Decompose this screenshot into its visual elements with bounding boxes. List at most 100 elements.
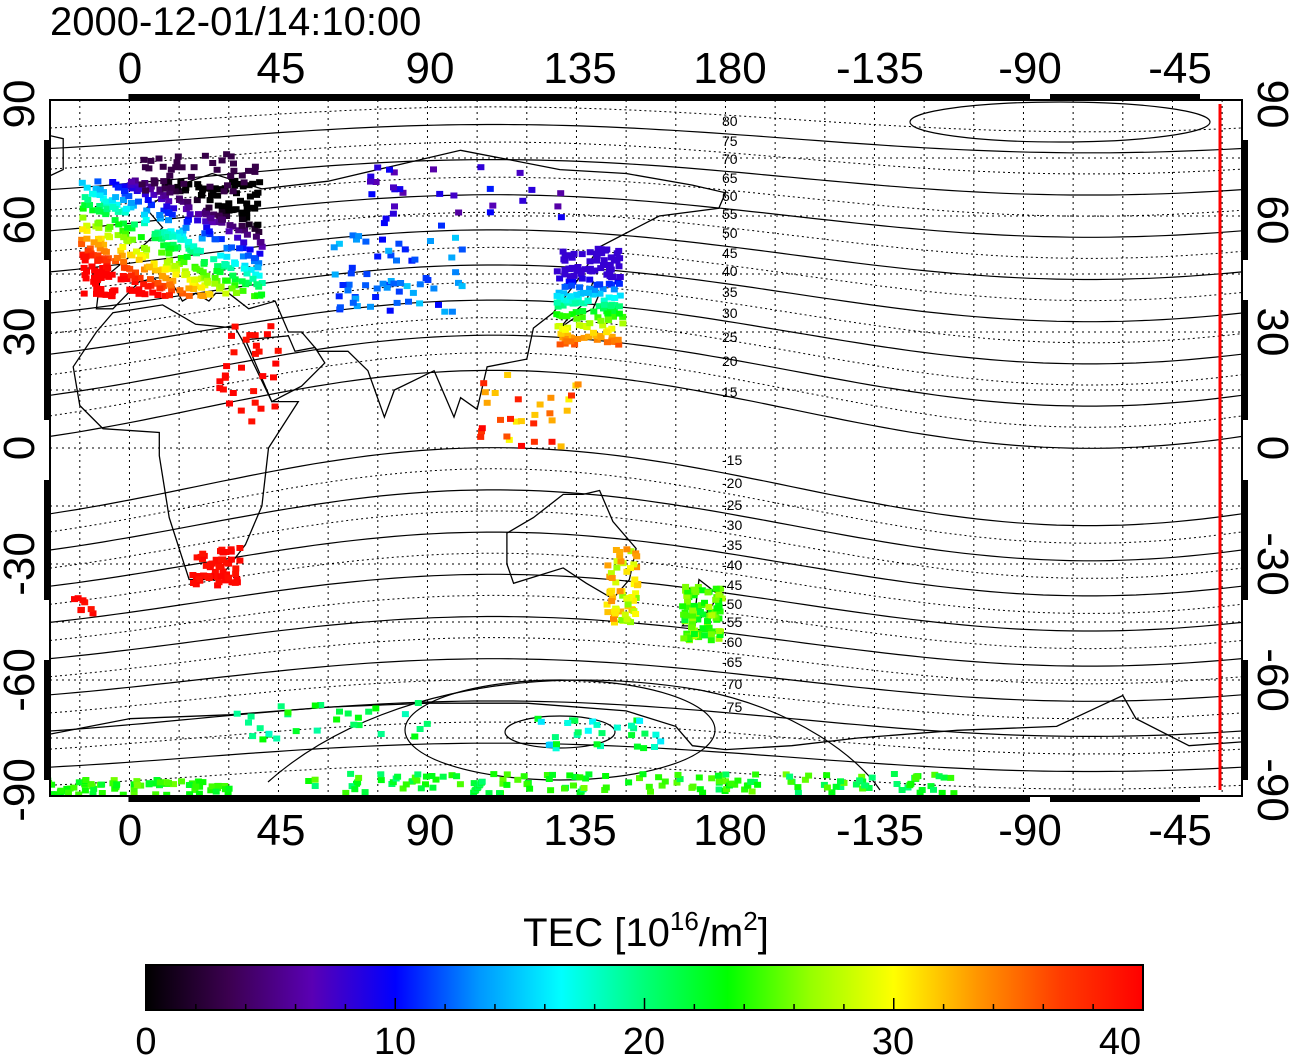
tec-point: [390, 169, 398, 176]
tec-point: [100, 257, 107, 264]
tec-point: [589, 718, 597, 725]
tec-point: [248, 418, 256, 425]
tec-point: [608, 325, 616, 332]
tec-point: [363, 271, 371, 278]
tec-point: [530, 438, 538, 445]
tec-point: [242, 336, 250, 343]
tec-point: [170, 205, 178, 212]
tec-point: [236, 557, 244, 564]
tec-point: [192, 783, 200, 790]
tec-point: [87, 606, 95, 613]
right-latitude-axis: 90 60 30 0 -30 -60 -90: [1248, 80, 1292, 822]
tec-point: [554, 323, 562, 330]
tec-point: [159, 163, 167, 170]
colorbar-title-prefix: TEC [10: [523, 911, 670, 955]
tec-point: [580, 300, 588, 307]
tec-point: [292, 728, 300, 735]
tec-point: [907, 780, 915, 787]
tec-point: [722, 771, 730, 778]
tec-point: [219, 386, 227, 393]
tec-point: [623, 616, 631, 623]
mlat-contour: [50, 763, 1242, 790]
tec-point: [585, 771, 593, 778]
tec-point: [401, 246, 409, 253]
tec-point: [226, 400, 233, 407]
tec-point: [705, 624, 713, 631]
tec-point: [146, 186, 154, 193]
contour-label: 70: [722, 151, 738, 167]
tec-point: [80, 264, 88, 271]
tec-point: [100, 291, 108, 298]
tec-point: [225, 200, 233, 207]
tec-point: [512, 418, 520, 425]
tec-point: [898, 787, 906, 793]
tec-point: [196, 267, 204, 274]
contour-label: 35: [722, 284, 738, 300]
lon-bottom-label: 90: [406, 806, 455, 855]
tec-point: [593, 281, 601, 288]
tec-point: [89, 791, 97, 796]
tec-point: [568, 282, 576, 289]
tec-point: [598, 250, 606, 257]
tec-point: [156, 285, 164, 292]
tec-point: [243, 231, 251, 238]
contour-label: 50: [722, 225, 738, 241]
tec-point: [194, 217, 202, 224]
tec-point: [253, 281, 261, 288]
tec-point: [129, 287, 137, 294]
tec-point: [566, 266, 574, 273]
tec-point: [108, 293, 116, 299]
tec-point: [214, 782, 222, 789]
tec-point: [347, 270, 355, 277]
tec-point: [519, 197, 527, 204]
tec-point: [171, 188, 179, 195]
tec-point: [694, 616, 702, 623]
lat-right-label: 90: [1248, 80, 1292, 129]
tec-point: [133, 248, 140, 255]
tec-point: [590, 329, 597, 336]
tec-point: [583, 324, 591, 330]
mlat-contour: [50, 552, 1242, 614]
tec-point: [165, 179, 173, 186]
tec-point: [698, 587, 706, 594]
tec-point: [214, 192, 222, 199]
tec-point: [255, 348, 263, 355]
tec-point: [182, 184, 190, 191]
tec-point: [155, 155, 163, 162]
frame-bar: [130, 797, 430, 802]
tec-point: [574, 296, 582, 303]
tec-point: [216, 385, 224, 392]
tec-point: [169, 233, 177, 240]
tec-point: [125, 193, 133, 200]
tec-point: [172, 164, 180, 171]
tec-point: [154, 292, 162, 298]
mlat-contour: [50, 468, 1242, 544]
tec-point: [704, 589, 712, 596]
tec-point: [335, 293, 343, 300]
tec-point: [505, 436, 513, 443]
tec-point: [565, 396, 573, 403]
tec-point: [741, 786, 749, 793]
tec-point: [273, 735, 281, 742]
tec-point: [256, 250, 264, 257]
contour-label: 60: [722, 188, 738, 204]
tec-point: [518, 442, 525, 449]
tec-point: [716, 632, 724, 638]
contour-label: -25: [722, 497, 742, 513]
tec-point: [89, 610, 97, 617]
tec-point: [574, 729, 582, 736]
tec-point: [168, 287, 176, 294]
tec-point: [120, 197, 127, 203]
tec-point: [405, 298, 412, 305]
tec-point: [374, 164, 382, 171]
tec-point: [198, 284, 206, 291]
mlat-contour: [50, 334, 1242, 407]
tec-point: [689, 612, 697, 619]
tec-point: [195, 576, 203, 583]
tec-point: [499, 776, 507, 783]
tec-point: [396, 186, 404, 193]
tec-point: [147, 202, 155, 209]
contour-label: -40: [722, 557, 742, 573]
tec-point: [584, 727, 592, 734]
tec-point: [481, 389, 489, 396]
